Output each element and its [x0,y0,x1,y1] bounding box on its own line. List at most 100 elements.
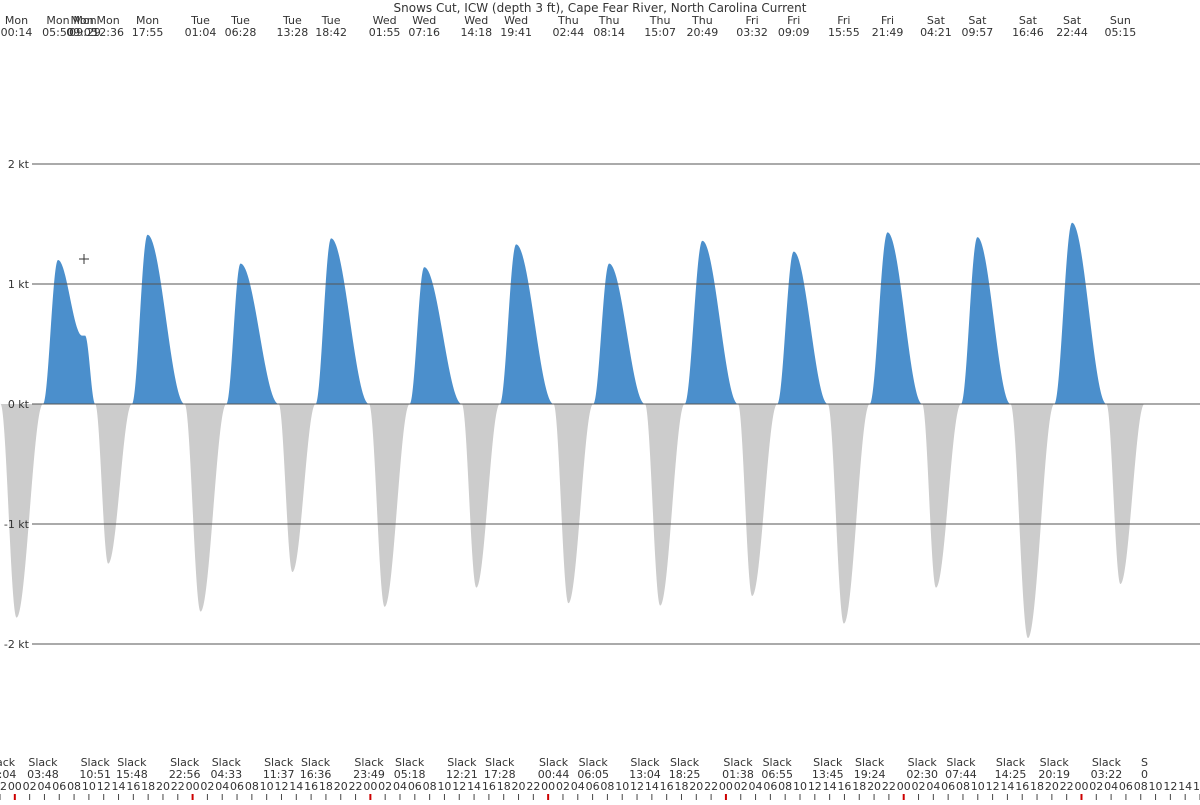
flood-area [43,260,95,404]
chart-title: Snows Cut, ICW (depth 3 ft), Cape Fear R… [394,1,807,15]
hour-label: 04 [749,780,763,793]
extreme-time-label: 00:14 [1,26,33,39]
ebb-area [1,404,44,618]
hour-label: 10 [615,780,629,793]
hour-label: 00 [8,780,22,793]
extreme-time-label: 20:49 [687,26,719,39]
hour-label: 22 [1060,780,1074,793]
extreme-time-label: 15:55 [828,26,860,39]
hour-label: 22 [171,780,185,793]
hour-label: 06 [586,780,600,793]
hour-label: 06 [52,780,66,793]
hour-label: 10 [793,780,807,793]
flood-area [870,232,923,404]
hour-label: 10 [260,780,274,793]
hour-label: 04 [215,780,229,793]
hour-label: 20 [689,780,703,793]
hour-label: 18 [319,780,333,793]
extreme-time-label: 21:49 [872,26,904,39]
hour-label: 02 [23,780,37,793]
y-tick-label: 0 kt [8,398,30,411]
extreme-time-label: 22:44 [1056,26,1088,39]
hour-label: 20 [867,780,881,793]
flood-area [316,238,369,404]
ebb-area [923,404,962,588]
flood-area [227,264,279,404]
extreme-time-label: 14:18 [460,26,492,39]
hour-label: 02 [556,780,570,793]
hour-label: 16 [482,780,496,793]
extreme-time-label: 02:44 [553,26,585,39]
hour-label: 16 [126,780,140,793]
extreme-time-label: 09:09 [778,26,810,39]
extreme-time-label: 01:04 [185,26,217,39]
hour-label: 18 [1030,780,1044,793]
hour-label: 10 [82,780,96,793]
hour-label: 20 [334,780,348,793]
ebb-area [554,404,594,603]
hour-label: 22 [349,780,363,793]
hour-label: 14 [1178,780,1192,793]
ebb-area [1011,404,1055,638]
hour-label: 04 [926,780,940,793]
extreme-time-label: 19:41 [500,26,532,39]
flood-area [1054,223,1106,404]
hour-label: 22 [882,780,896,793]
flood-area [500,244,554,404]
hour-label: 14 [645,780,659,793]
hour-label: 16 [1193,780,1200,793]
ebb-area [738,404,777,596]
hour-label: 12 [986,780,1000,793]
hour-label: 10 [1149,780,1163,793]
flood-area [410,267,462,404]
cursor-marker [79,254,89,264]
hour-label: 04 [37,780,51,793]
extreme-time-label: 08:14 [593,26,625,39]
flood-area [961,237,1011,404]
extreme-time-label: 04:21 [920,26,952,39]
extreme-time-label: 12:36 [92,26,124,39]
slack-labels: Slack22:04Slack03:48Slack10:51Slack15:48… [0,756,1148,781]
hour-label: 08 [67,780,81,793]
flood-area [777,252,828,404]
hour-label: 22 [0,780,7,793]
hour-label: 20 [156,780,170,793]
flood-area [685,241,738,404]
hour-label: 16 [304,780,318,793]
extreme-time-label: 18:42 [315,26,347,39]
extreme-time-label: 17:55 [132,26,164,39]
hour-label: 08 [956,780,970,793]
y-tick-label: -1 kt [4,518,30,531]
hour-label: 10 [437,780,451,793]
hour-axis: 2200020406081012141618202200020406081012… [0,780,1200,800]
hour-label: 12 [630,780,644,793]
hour-label: 00 [541,780,555,793]
extreme-time-label: 06:28 [225,26,257,39]
hour-label: 14 [823,780,837,793]
extreme-labels: Sun?7:15Mon00:14Mon05:50Mon09:05Mon09:29… [0,14,1136,39]
extreme-time-label: 09:57 [962,26,994,39]
hour-label: 12 [1163,780,1177,793]
hour-label: 16 [660,780,674,793]
hour-label: 00 [186,780,200,793]
hour-label: 04 [393,780,407,793]
ebb-area [1107,404,1200,584]
hour-label: 00 [897,780,911,793]
hour-label: 14 [1000,780,1014,793]
extreme-time-label: 05:15 [1105,26,1137,39]
hour-label: 06 [408,780,422,793]
hour-label: 18 [674,780,688,793]
ebb-area [279,404,316,572]
ebb-area [185,404,227,612]
hour-label: 12 [274,780,288,793]
hour-label: 00 [719,780,733,793]
hour-label: 08 [778,780,792,793]
hour-label: 12 [97,780,111,793]
hour-label: 12 [808,780,822,793]
extreme-time-label: 15:07 [644,26,676,39]
hour-label: 16 [1015,780,1029,793]
hour-label: 18 [141,780,155,793]
y-tick-label: 1 kt [8,278,30,291]
hour-label: 14 [112,780,126,793]
